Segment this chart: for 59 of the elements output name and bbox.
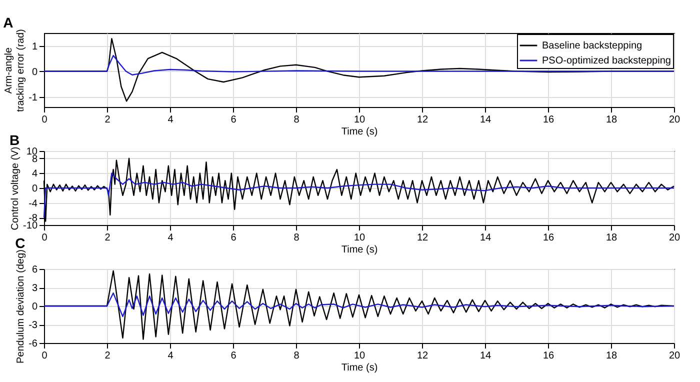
chart-title: B	[10, 132, 20, 148]
x-tick-label: 18	[606, 232, 618, 244]
x-tick-label: 20	[668, 350, 680, 362]
x-tick-label: 18	[606, 114, 618, 126]
y-tick-label: 0	[32, 302, 38, 312]
x-tick-label: 0	[42, 350, 48, 362]
line-series	[43, 172, 675, 218]
y-tick-label: 8	[32, 154, 38, 165]
legend-label: Baseline backstepping	[542, 40, 642, 52]
x-tick-label: 16	[542, 114, 554, 126]
y-tick-label: 4	[32, 168, 38, 180]
x-tick-label: 4	[168, 114, 174, 126]
x-tick-label: 0	[42, 114, 48, 126]
x-axis-title: Time (s)	[341, 244, 378, 256]
line-series	[43, 292, 675, 318]
x-tick-label: 4	[168, 232, 174, 244]
y-axis-title: Pendulum deviation (deg)	[16, 250, 27, 364]
x-tick-label: 16	[542, 350, 554, 362]
y-tick-label: -3	[28, 320, 38, 331]
y-tick-label: -4	[28, 198, 38, 210]
y-tick-label: 0	[32, 66, 38, 78]
chart-title: C	[15, 235, 26, 252]
x-tick-label: 12	[416, 350, 428, 362]
x-tick-label: 2	[104, 350, 111, 362]
x-tick-label: 8	[294, 114, 300, 126]
x-axis-title: Time (s)	[341, 362, 378, 374]
y-tick-label: -6	[28, 338, 38, 350]
x-tick-label: 14	[480, 114, 492, 126]
y-axis-title: Arm-angle tracking error (rad)	[4, 29, 27, 112]
y-tick-label: 0	[32, 184, 38, 194]
x-tick-label: 14	[480, 350, 492, 362]
x-tick-label: 20	[668, 232, 680, 244]
y-tick-label: 1	[32, 41, 38, 52]
x-tick-label: 8	[294, 232, 300, 244]
legend-label: PSO-optimized backstepping	[542, 56, 671, 66]
x-tick-label: 18	[606, 350, 618, 362]
y-tick-label: -1	[28, 92, 38, 104]
x-tick-label: 6	[230, 232, 237, 244]
x-tick-label: 10	[354, 232, 366, 244]
x-tick-label: 16	[542, 232, 554, 244]
x-tick-label: 14	[480, 232, 492, 244]
x-tick-label: 8	[294, 350, 300, 362]
x-tick-label: 10	[354, 114, 366, 126]
y-axis-title: Control voltage (V)	[10, 146, 22, 230]
x-tick-label: 12	[416, 114, 428, 126]
x-tick-label: 4	[168, 350, 174, 362]
chart-title: A	[3, 14, 14, 31]
line-series	[43, 54, 675, 76]
x-tick-label: 6	[230, 114, 237, 126]
x-tick-label: 2	[104, 114, 111, 126]
x-tick-label: 6	[230, 350, 237, 362]
x-tick-label: 20	[668, 114, 680, 126]
x-tick-label: 0	[42, 232, 48, 244]
x-tick-label: 2	[104, 232, 111, 244]
y-tick-label: 3	[32, 283, 38, 294]
x-tick-label: 10	[354, 350, 366, 362]
y-tick-label: 6	[32, 264, 38, 276]
x-axis-title: Time (s)	[341, 126, 378, 138]
x-tick-label: 12	[416, 232, 428, 244]
